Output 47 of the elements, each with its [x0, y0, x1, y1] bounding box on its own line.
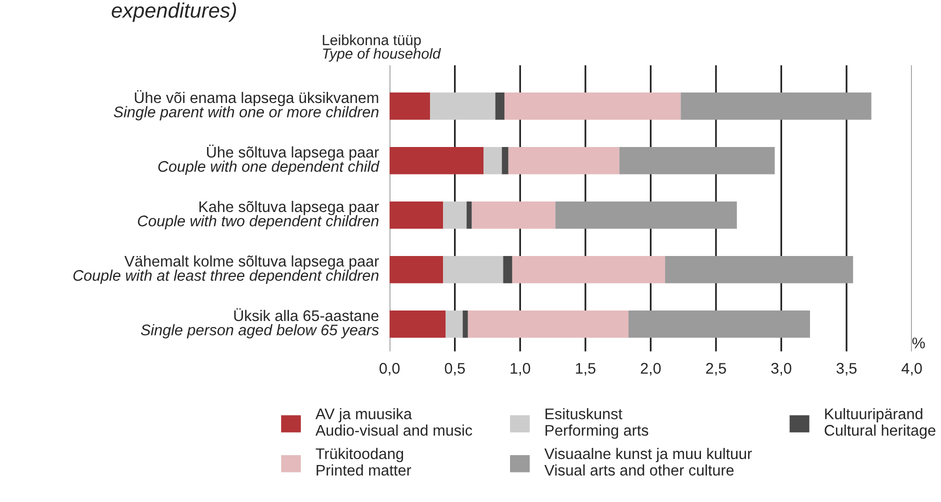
x-tick-label: 4,0	[902, 362, 922, 376]
y-tick-label: Vähemalt kolme sõltuva lapsega paar Couple with at least three dependent children	[73, 255, 379, 284]
bar	[619, 147, 775, 174]
x-tick-label: 0,5	[444, 362, 465, 376]
x-tick-label: 2,5	[706, 362, 726, 376]
x-tick-label: 0,0	[380, 362, 400, 376]
bar	[390, 202, 444, 229]
y-tick-label: Kahe sõltuva lapsega paar Couple with two dependent children	[138, 200, 379, 230]
text: %	[912, 338, 925, 348]
legend-label: Trükitoodang Printed matter	[316, 448, 412, 476]
legend-label: Visuaalne kunst ja muu kultuur Visual arts and other culture	[544, 448, 752, 476]
text: expenditures)	[112, 2, 236, 22]
bar	[665, 256, 854, 284]
y-tick-label: Üksik alla 65-aastane Single person aged below 65 years	[140, 308, 379, 338]
x-tick-label: 2,0	[640, 362, 661, 376]
bar	[466, 202, 472, 229]
bar	[495, 92, 504, 120]
bar	[443, 202, 467, 229]
bar	[443, 256, 504, 284]
bar	[468, 310, 629, 338]
bar	[680, 92, 872, 120]
legend-label: AV ja muusika Audio-visual and music	[315, 408, 472, 436]
bar	[484, 147, 502, 174]
bar	[390, 256, 444, 284]
x-tick-label: 1,0	[510, 362, 530, 376]
bar	[390, 310, 446, 338]
bar	[390, 147, 484, 174]
bar	[472, 202, 556, 229]
bar	[462, 310, 468, 338]
legend-label: Kultuuripärand Cultural heritage	[824, 408, 936, 439]
y-tick-label: Ühe sõltuva lapsega paar Couple with one dependent child	[158, 144, 380, 175]
x-tick-label: 3,5	[836, 362, 857, 376]
x-tick-label: 3,0	[771, 362, 792, 376]
bar	[446, 310, 463, 338]
bar	[628, 310, 810, 338]
bar	[508, 147, 620, 174]
bar	[555, 202, 737, 229]
bar	[503, 256, 512, 284]
bar	[430, 92, 496, 120]
bar	[502, 147, 508, 174]
bar	[390, 92, 430, 120]
legend-label: Esituskunst Performing arts	[546, 408, 648, 439]
y-tick-label: Ühe või enama lapsega üksikvanem Single parent with one or more children	[114, 90, 378, 120]
bar	[504, 92, 681, 120]
y-axis-title: Leibkonna tüüp Type of household	[322, 34, 441, 62]
bar	[512, 256, 666, 284]
x-tick-label: 1,5	[576, 363, 596, 376]
